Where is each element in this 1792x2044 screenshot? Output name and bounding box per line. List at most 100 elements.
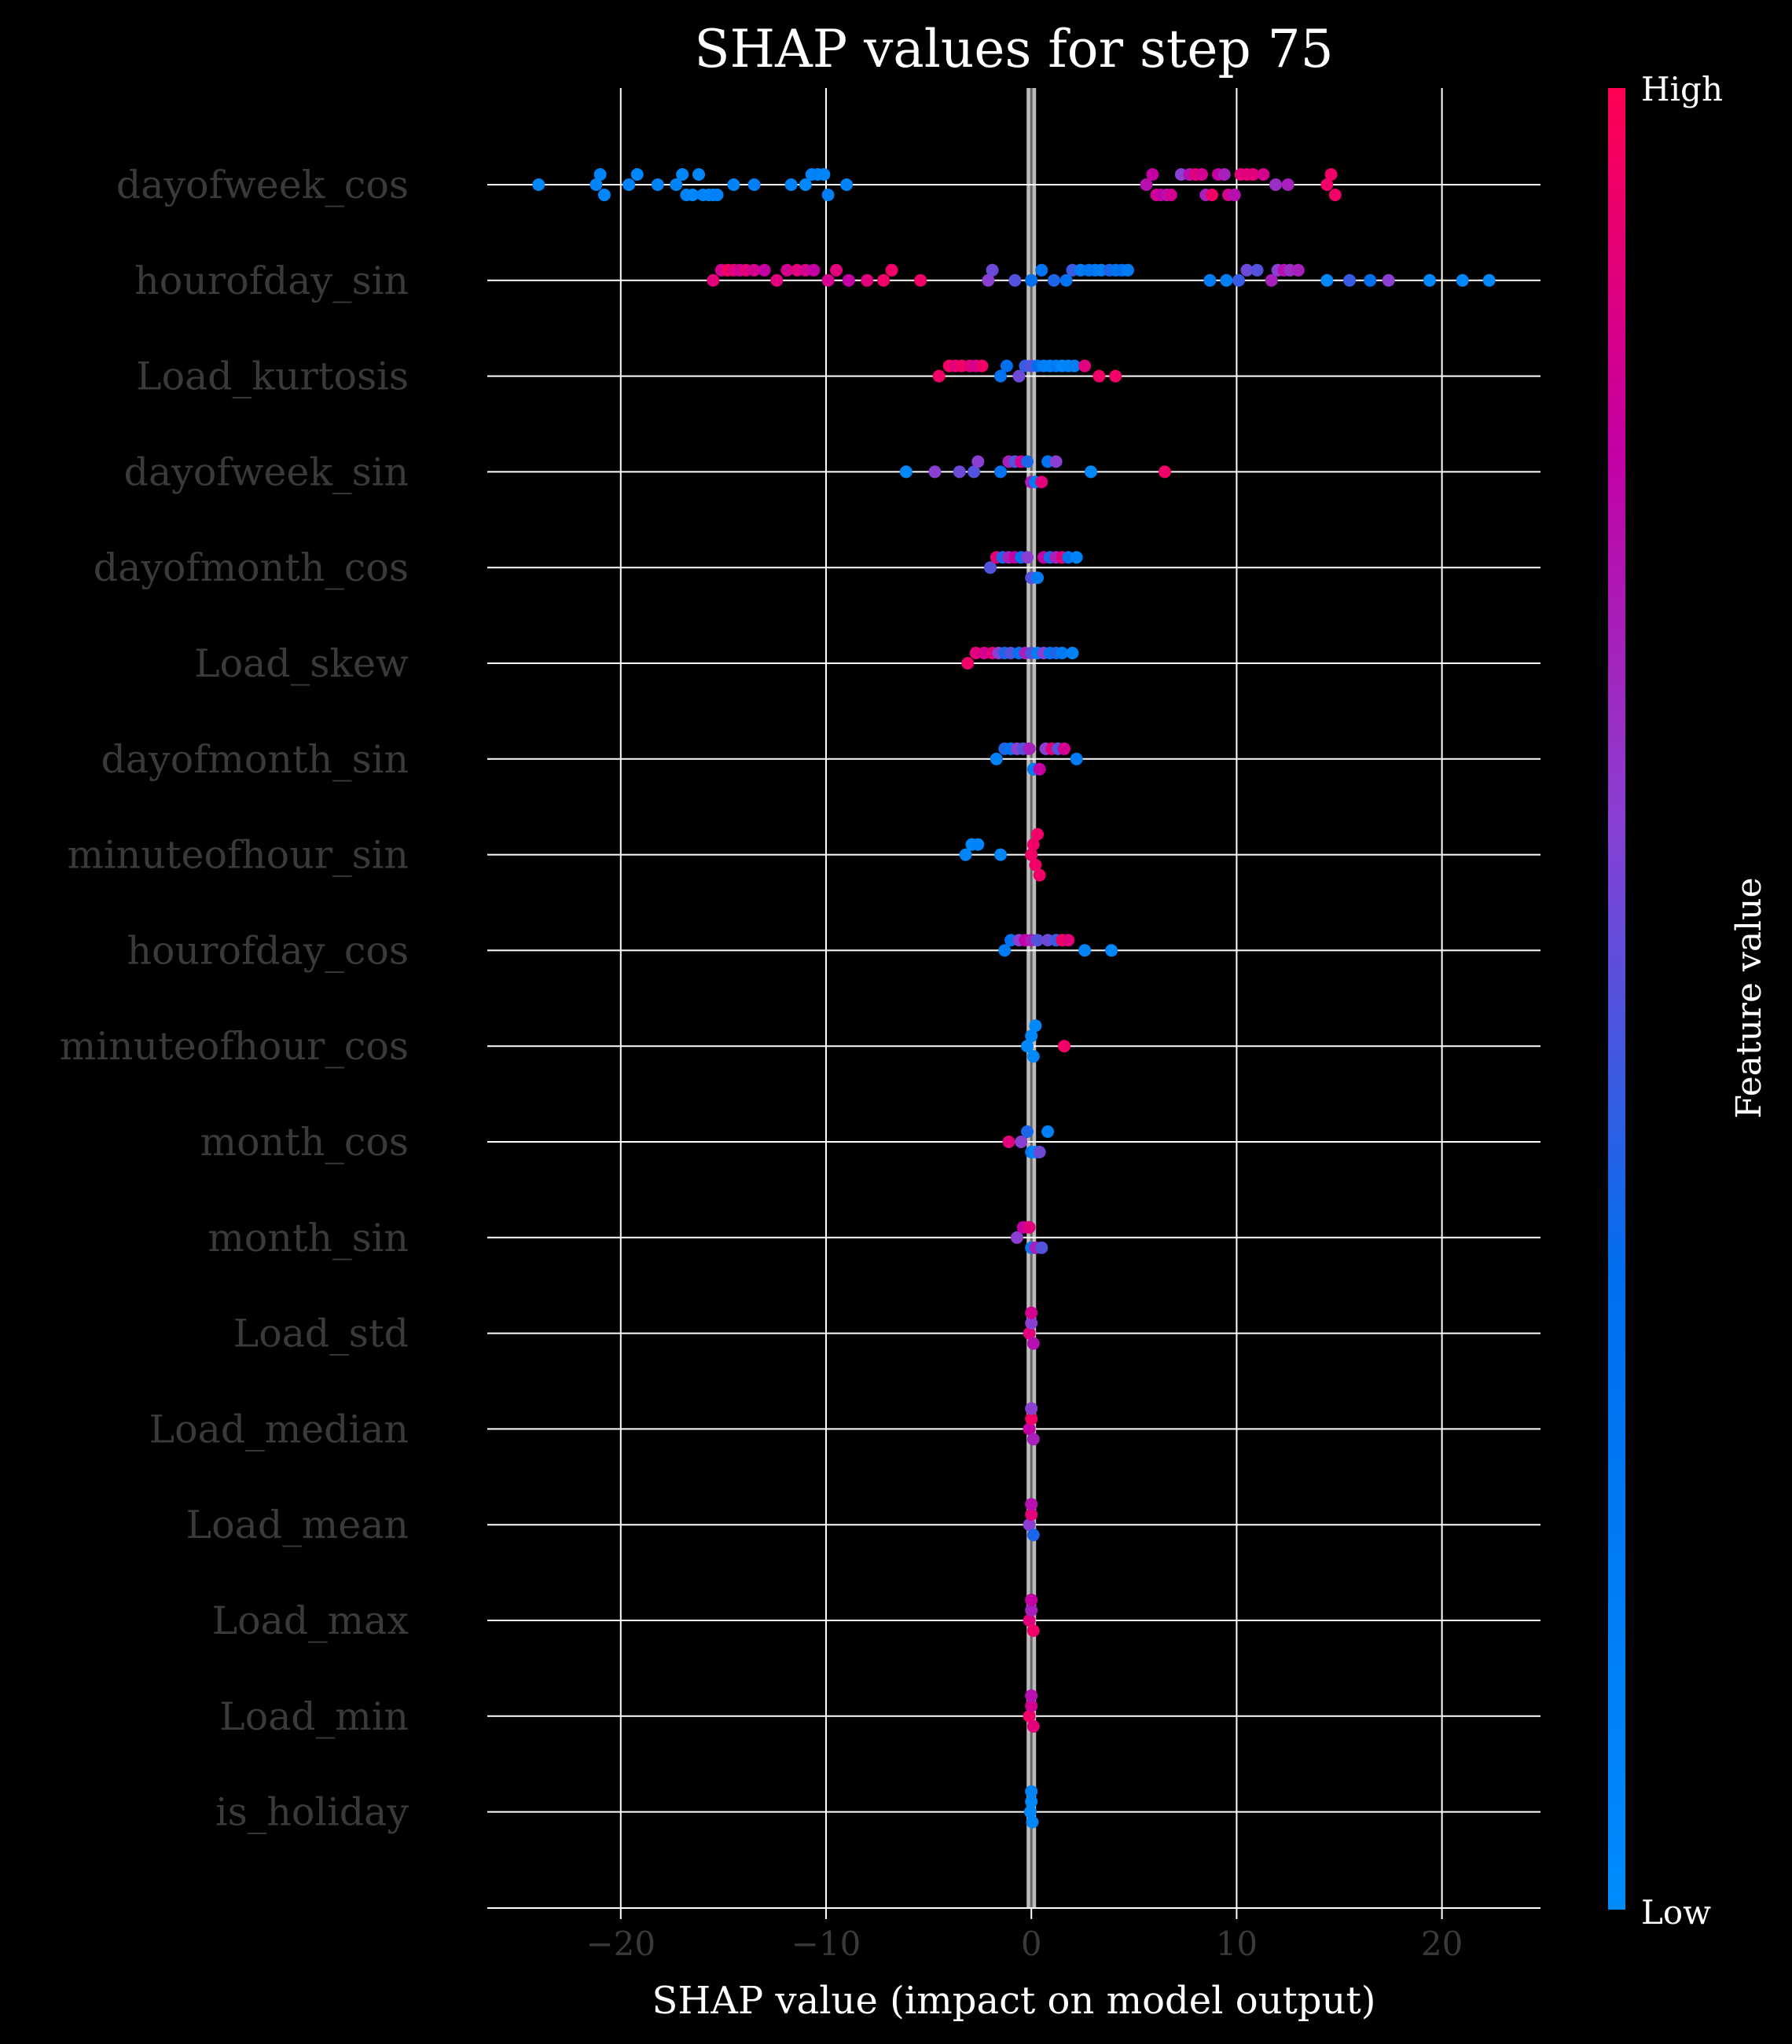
shap-point [998, 944, 1012, 957]
feature-rows: dayofweek_cos hourofday_sin Load_kurtosisd… [60, 163, 1540, 1835]
shap-point [1078, 359, 1092, 372]
shap-point [1026, 1815, 1039, 1829]
shap-point [842, 273, 855, 287]
shap-point [1020, 1125, 1034, 1138]
shap-point [1031, 934, 1045, 947]
shap-point [1025, 1594, 1038, 1606]
shap-point [1482, 273, 1496, 287]
shap-point [959, 848, 972, 861]
shap-point [986, 263, 999, 277]
shap-point [1068, 359, 1081, 372]
feature-label: month_cos [200, 1120, 409, 1165]
shap-point [807, 263, 821, 277]
x-axis-label: SHAP value (impact on model output) [652, 1979, 1376, 2023]
shap-point [1109, 369, 1122, 383]
colorbar-title: Feature value [1729, 877, 1769, 1118]
shap-point [1456, 273, 1469, 287]
feature-label: month_sin [207, 1216, 409, 1261]
x-tick-label: 20 [1421, 1925, 1463, 1963]
feature-label: dayofmonth_cos [94, 545, 409, 590]
shap-point [676, 168, 689, 181]
shap-point [670, 178, 683, 191]
shap-point [1047, 273, 1060, 287]
shap-point [727, 178, 740, 191]
shap-point [1146, 168, 1159, 181]
feature-label: Load_mean [186, 1503, 409, 1547]
shap-point [914, 273, 927, 287]
shap-point [1382, 273, 1395, 287]
shap-point [711, 189, 724, 201]
shap-point [982, 273, 995, 287]
shap-point [1033, 1146, 1046, 1158]
shap-point [692, 168, 706, 181]
shap-point [1281, 178, 1294, 191]
shap-point [1026, 1528, 1040, 1542]
shap-point [994, 369, 1008, 383]
shap-point [1025, 1689, 1038, 1702]
shap-point [1029, 858, 1042, 872]
shap-point [1062, 934, 1075, 947]
shap-point [747, 178, 761, 191]
shap-point [1232, 273, 1246, 287]
shap-point [758, 263, 771, 277]
shap-point [1250, 263, 1264, 277]
shap-point [1023, 1614, 1036, 1627]
shap-point [1020, 455, 1034, 468]
shap-point [1364, 273, 1377, 287]
shap-point [1025, 1498, 1038, 1511]
shap-point [861, 273, 874, 287]
x-tick-label: 0 [1021, 1925, 1042, 1963]
shap-point [1025, 1402, 1038, 1415]
shap-point [1066, 647, 1079, 659]
shap-point [1025, 1412, 1038, 1426]
shap-point [651, 178, 664, 191]
shap-point [1031, 571, 1045, 585]
shap-point [1105, 944, 1118, 957]
shap-point [1070, 551, 1083, 564]
shap-point [1195, 168, 1209, 181]
feature-label: dayofweek_sin [124, 450, 409, 494]
shap-point [593, 168, 607, 181]
shap-point [1025, 1604, 1038, 1616]
shap-point [994, 848, 1008, 861]
shap-point [1092, 369, 1106, 383]
shap-point [1035, 263, 1048, 277]
shap-point [799, 178, 812, 191]
feature-label: Load_kurtosis [136, 354, 409, 399]
shap-point [1217, 168, 1231, 181]
chart-title: SHAP values for step 75 [694, 19, 1333, 79]
shap-point [1070, 752, 1083, 765]
shap-point [686, 189, 700, 201]
shap-point [1025, 1699, 1038, 1712]
feature-label: Load_max [212, 1598, 409, 1643]
shap-point [1008, 273, 1022, 287]
shap-point [1033, 868, 1046, 882]
shap-point [821, 273, 835, 287]
shap-point [1025, 1508, 1038, 1521]
shap-point [1035, 1241, 1048, 1254]
feature-label: dayofweek_cos [116, 163, 409, 207]
shap-point [1078, 944, 1092, 957]
shap-point [1033, 762, 1046, 776]
shap-point [1025, 1306, 1038, 1319]
shap-point [1041, 1125, 1055, 1138]
shap-point [1320, 273, 1334, 287]
shap-point [1328, 189, 1342, 201]
shap-point [1015, 1136, 1028, 1148]
shap-point [1023, 742, 1036, 755]
colorbar-high-label: High [1641, 70, 1723, 108]
shap-point [1084, 465, 1097, 479]
shap-point [1029, 1019, 1042, 1033]
shap-point [1026, 838, 1040, 851]
shap-point [990, 752, 1003, 765]
shap-point [1025, 1795, 1038, 1808]
shap-point [1247, 168, 1260, 181]
shap-point [1220, 273, 1233, 287]
shap-point [1023, 1518, 1036, 1532]
grid-layer [619, 88, 1443, 1908]
shap-point [994, 465, 1008, 479]
shap-point [1140, 178, 1153, 191]
shap-point [747, 263, 761, 277]
shap-point [1049, 455, 1063, 468]
colorbar: High Low Feature value [1608, 70, 1769, 1932]
